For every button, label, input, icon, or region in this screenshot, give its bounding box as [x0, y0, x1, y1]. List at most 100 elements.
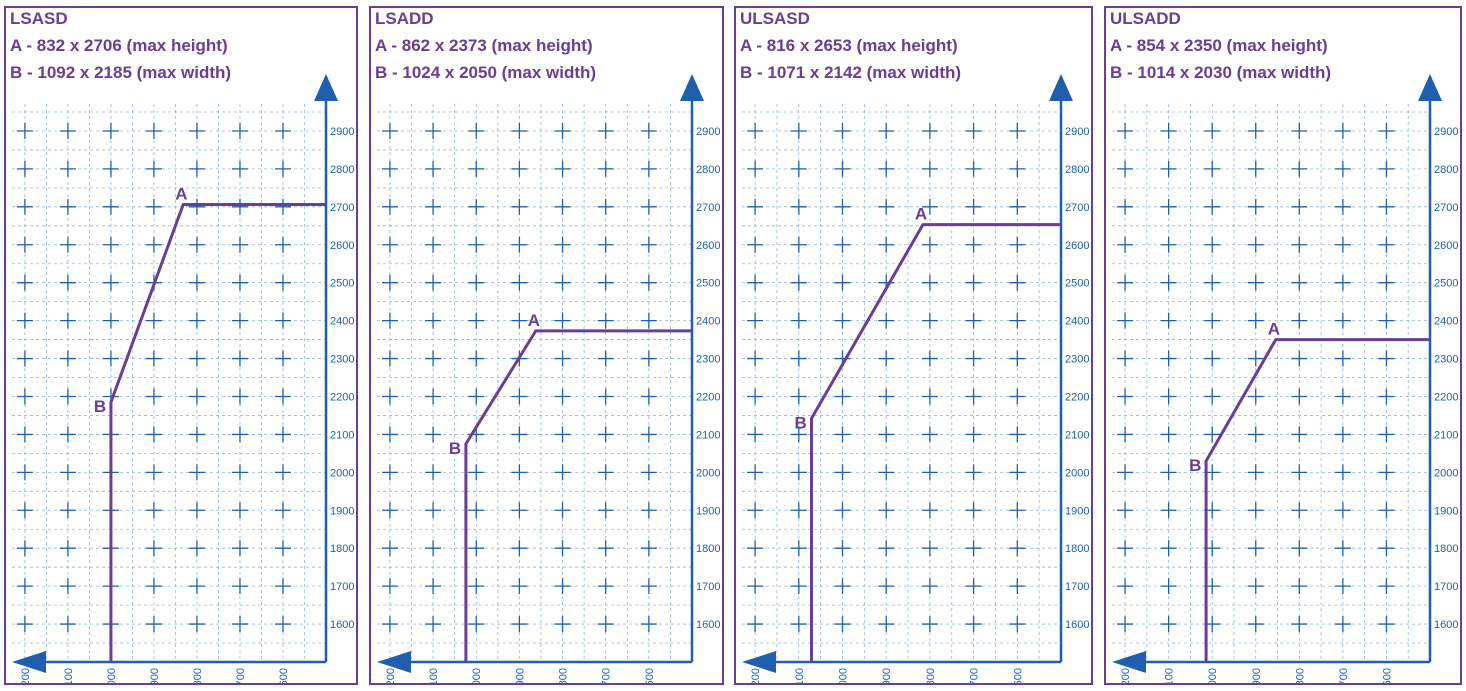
chart-plot: 1600 1700 1800 1900 2000 2100 2200 2300 2400 2500… [12, 74, 354, 685]
x-tick-label: 700 [235, 668, 247, 685]
chart-title: LSADD [375, 9, 434, 28]
x-tick-label: 800 [925, 668, 937, 685]
grid [1112, 104, 1430, 663]
y-tick-label: 1800 [696, 543, 720, 555]
y-tick-label: 2000 [1065, 467, 1089, 479]
y-tick-label: 2300 [330, 354, 354, 366]
y-tick-label: 1900 [696, 505, 720, 517]
point-b-caption: B - 1071 x 2142 (max width) [740, 63, 962, 82]
chart-plot: 1600 1700 1800 1900 2000 2100 2200 2300 2400 2500… [377, 74, 720, 685]
y-tick-label: 1700 [1434, 581, 1458, 593]
y-tick-label: 1900 [330, 505, 354, 517]
y-tick-label: 2100 [696, 429, 720, 441]
y-tick-label: 2800 [1065, 164, 1089, 176]
point-a-label: A [1268, 320, 1280, 339]
y-tick-label: 1700 [1065, 581, 1089, 593]
y-tick-label: 2400 [1434, 316, 1458, 328]
y-tick-label: 1900 [1065, 505, 1089, 517]
y-tick-label: 2100 [330, 429, 354, 441]
y-axis-arrow [1049, 74, 1073, 101]
y-tick-label: 2200 [330, 391, 354, 403]
y-tick-label: 1800 [1434, 543, 1458, 555]
x-tick-label: 1100 [794, 668, 806, 685]
y-tick-label: 2000 [330, 467, 354, 479]
x-tick-label: 900 [149, 668, 161, 685]
x-tick-label: 1000 [838, 668, 850, 685]
y-tick-label: 2700 [696, 202, 720, 214]
point-b-label: B [94, 397, 106, 416]
x-tick-label: 1200 [750, 668, 762, 685]
y-tick-label: 2800 [696, 164, 720, 176]
y-tick-label: 1800 [330, 543, 354, 555]
y-tick-label: 2200 [696, 391, 720, 403]
chart-title: ULSASD [740, 9, 810, 28]
x-tick-label: 600 [644, 668, 656, 685]
y-tick-label: 2900 [330, 126, 354, 138]
x-tick-label: 700 [601, 668, 613, 685]
y-tick-label: 1900 [1434, 505, 1458, 517]
x-tick-label: 1000 [106, 668, 118, 685]
x-tick-label: 1100 [428, 668, 440, 685]
y-tick-label: 1700 [330, 581, 354, 593]
y-tick-label: 2300 [696, 354, 720, 366]
y-tick-label: 2900 [696, 126, 720, 138]
x-tick-label: 800 [192, 668, 204, 685]
x-tick-label: 900 [881, 668, 893, 685]
y-axis-arrow [680, 74, 704, 101]
x-tick-label: 700 [969, 668, 981, 685]
chart-plot: 1600 1700 1800 1900 2000 2100 2200 2300 2400 2500… [1112, 74, 1458, 685]
y-tick-label: 2400 [330, 316, 354, 328]
y-tick-label: 2100 [1434, 429, 1458, 441]
point-a-label: A [528, 311, 540, 330]
x-tick-label: 600 [1381, 668, 1393, 685]
grid [377, 104, 692, 663]
y-tick-label: 2600 [1434, 240, 1458, 252]
x-tick-label: 1000 [1207, 668, 1219, 685]
chart-title: ULSADD [1110, 9, 1181, 28]
chart-panel-lsadd: LSADD A - 862 x 2373 (max height) B - 10… [369, 6, 724, 685]
point-a-label: A [915, 205, 927, 224]
chart-panel-ulsadd: ULSADD A - 854 x 2350 (max height) B - 1… [1104, 6, 1462, 685]
point-b-caption: B - 1092 x 2185 (max width) [10, 63, 232, 82]
y-tick-label: 2400 [696, 316, 720, 328]
y-tick-label: 1600 [330, 619, 354, 631]
y-tick-label: 2500 [1434, 278, 1458, 290]
x-tick-label: 600 [1012, 668, 1024, 685]
x-tick-label: 1000 [471, 668, 483, 685]
y-tick-label: 2200 [1065, 391, 1089, 403]
y-tick-label: 2000 [696, 467, 720, 479]
point-b-caption: B - 1024 x 2050 (max width) [375, 63, 597, 82]
y-tick-label: 1800 [1065, 543, 1089, 555]
series-line [809, 223, 1061, 662]
chart-panel-ulsasd: ULSASD A - 816 x 2653 (max height) B - 1… [734, 6, 1093, 685]
y-axis-arrow [1418, 74, 1442, 101]
y-tick-label: 2300 [1434, 354, 1458, 366]
series-line [109, 203, 326, 662]
x-tick-label: 900 [1251, 668, 1263, 685]
x-axis-arrow [377, 651, 411, 673]
point-a-caption: A - 854 x 2350 (max height) [1110, 36, 1328, 55]
x-tick-label: 1100 [63, 668, 75, 685]
y-tick-label: 2900 [1434, 126, 1458, 138]
point-b-label: B [449, 439, 461, 458]
x-tick-label: 1200 [1120, 668, 1132, 685]
y-tick-label: 2900 [1065, 126, 1089, 138]
point-a-caption: A - 832 x 2706 (max height) [10, 36, 228, 55]
y-tick-label: 1700 [696, 581, 720, 593]
y-tick-label: 2700 [1434, 202, 1458, 214]
y-tick-label: 2400 [1065, 316, 1089, 328]
y-tick-label: 2000 [1434, 467, 1458, 479]
y-tick-label: 1600 [696, 619, 720, 631]
x-tick-label: 900 [514, 668, 526, 685]
x-tick-label: 1200 [385, 668, 397, 685]
series-line [1204, 338, 1430, 662]
point-a-label: A [175, 185, 187, 204]
y-tick-label: 2700 [1065, 202, 1089, 214]
y-tick-label: 2500 [696, 278, 720, 290]
y-tick-label: 2600 [696, 240, 720, 252]
chart-title: LSASD [10, 9, 68, 28]
y-tick-label: 1600 [1065, 619, 1089, 631]
x-tick-label: 700 [1338, 668, 1350, 685]
point-b-caption: B - 1014 x 2030 (max width) [1110, 63, 1332, 82]
y-tick-label: 1600 [1434, 619, 1458, 631]
